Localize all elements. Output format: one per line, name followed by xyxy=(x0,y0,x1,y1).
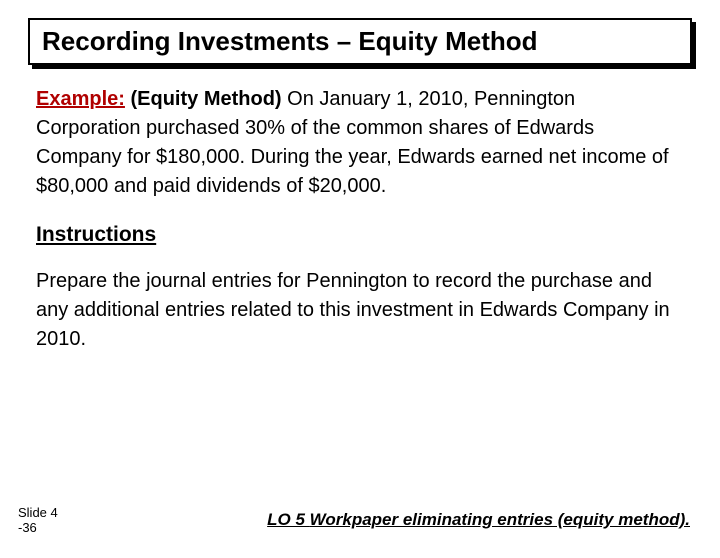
slide-number-line1: Slide 4 xyxy=(18,505,58,521)
slide-number-line2: -36 xyxy=(18,520,58,536)
example-label: Example: xyxy=(36,88,125,110)
title-banner: Recording Investments – Equity Method xyxy=(28,18,692,65)
instructions-text: Prepare the journal entries for Penningt… xyxy=(36,267,684,354)
learning-objective: LO 5 Workpaper eliminating entries (equi… xyxy=(267,510,690,530)
slide-number-block: Slide 4 -36 xyxy=(18,505,58,536)
lo-text: Workpaper eliminating entries (equity me… xyxy=(310,510,690,529)
instructions-heading: Instructions xyxy=(36,223,684,247)
slide-title: Recording Investments – Equity Method xyxy=(28,18,692,65)
example-paragraph: Example: (Equity Method) On January 1, 2… xyxy=(36,85,684,201)
example-method: (Equity Method) xyxy=(131,88,282,110)
lo-prefix: LO 5 xyxy=(267,510,310,529)
